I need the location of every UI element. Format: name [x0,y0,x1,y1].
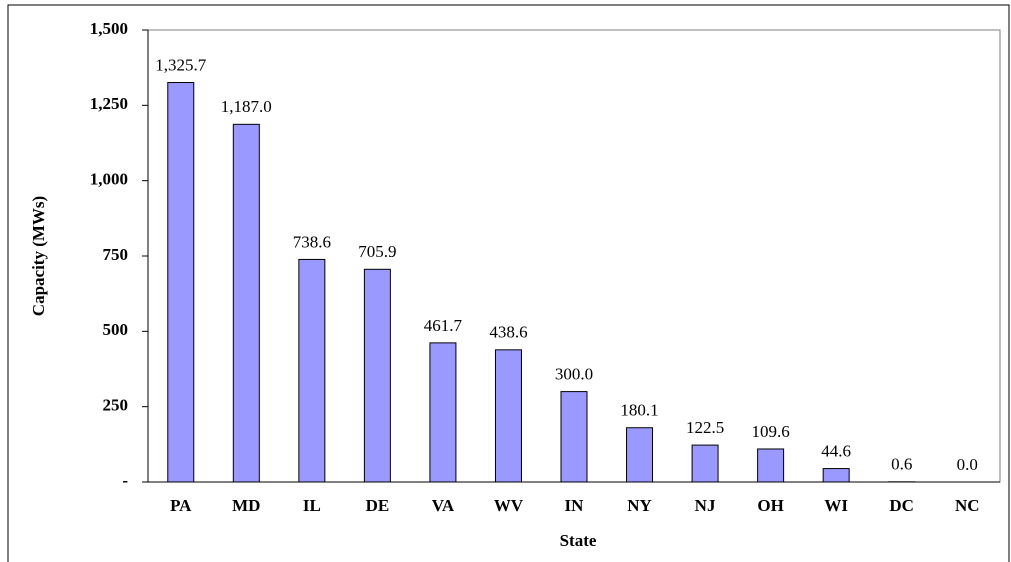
bar [167,82,195,483]
x-tick-label: IN [565,496,585,515]
x-axis-label: State [560,531,597,550]
bar [363,268,391,483]
y-axis-label: Capacity (MWs) [29,196,48,316]
x-tick-label: WV [494,496,524,515]
x-tick-label: NC [955,496,980,515]
value-label: 44.6 [821,441,851,460]
x-tick-label: DC [889,496,914,515]
bar [757,448,785,483]
value-label: 300.0 [555,365,593,384]
x-tick-label: PA [170,496,192,515]
bar [691,444,719,483]
value-label: 1,187.0 [221,97,272,116]
y-tick-label: 1,500 [90,19,128,38]
value-label: 738.6 [293,232,331,251]
x-tick-label: NJ [695,496,716,515]
y-tick-label: 750 [103,245,129,264]
bar [429,342,457,483]
x-tick-label: DE [366,496,390,515]
value-label: 705.9 [358,242,396,261]
y-tick-label: 1,250 [90,94,128,113]
y-tick-label: 250 [103,396,129,415]
y-tick-label: 1,000 [90,170,128,189]
value-label: 1,325.7 [155,55,207,74]
value-label: 109.6 [751,422,789,441]
value-label: 0.0 [957,455,978,474]
x-tick-label: VA [432,496,455,515]
x-tick-label: IL [303,496,321,515]
value-label: 180.1 [620,401,658,420]
value-label: 0.6 [891,455,912,474]
bar [822,468,850,483]
x-tick-label: OH [757,496,783,515]
bar [494,349,522,483]
value-label: 461.7 [424,316,463,335]
x-tick-label: MD [232,496,260,515]
frame [7,4,1010,562]
value-label: 438.6 [489,323,527,342]
value-label: 122.5 [686,418,724,437]
bar [626,427,654,483]
x-tick-label: WI [824,496,848,515]
bar [560,391,588,483]
x-tick-label: NY [627,496,652,515]
y-tick-label: - [122,471,128,490]
y-tick-label: 500 [103,320,129,339]
bar [298,258,326,483]
bar [232,123,260,483]
